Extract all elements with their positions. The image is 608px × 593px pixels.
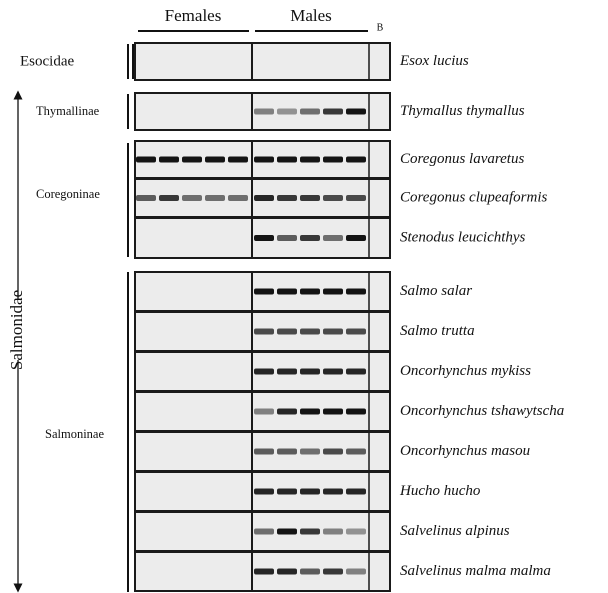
band <box>205 195 225 201</box>
band <box>323 409 343 415</box>
group-label: Salmoninae <box>45 427 104 441</box>
band <box>300 195 320 201</box>
band <box>277 195 297 201</box>
band <box>323 109 343 115</box>
group-label: Esocidae <box>20 53 74 69</box>
band <box>300 409 320 415</box>
band <box>300 449 320 455</box>
band <box>254 109 274 115</box>
species-label: Thymallus thymallus <box>400 103 525 119</box>
band <box>300 329 320 335</box>
species-label: Salmo salar <box>400 283 472 299</box>
band <box>277 157 297 163</box>
band <box>323 529 343 535</box>
band <box>346 109 366 115</box>
band <box>277 329 297 335</box>
band <box>277 289 297 295</box>
males-header: Males <box>290 6 332 25</box>
band <box>254 369 274 375</box>
band <box>277 369 297 375</box>
band <box>277 449 297 455</box>
band <box>300 157 320 163</box>
band <box>346 289 366 295</box>
band <box>254 489 274 495</box>
band <box>228 157 248 163</box>
band <box>277 489 297 495</box>
females-header: Females <box>165 6 222 25</box>
band <box>323 369 343 375</box>
band <box>254 529 274 535</box>
band <box>159 157 179 163</box>
band <box>277 569 297 575</box>
band <box>346 235 366 241</box>
band <box>205 157 225 163</box>
species-label: Coregonus lavaretus <box>400 151 524 167</box>
band <box>277 235 297 241</box>
band <box>182 157 202 163</box>
band <box>277 109 297 115</box>
band <box>323 235 343 241</box>
species-label: Coregonus clupeaformis <box>400 189 548 205</box>
band <box>323 329 343 335</box>
band <box>254 195 274 201</box>
band <box>300 289 320 295</box>
band <box>182 195 202 201</box>
species-label: Salvelinus malma malma <box>400 563 551 579</box>
band <box>254 329 274 335</box>
species-label: Oncorhynchus mykiss <box>400 363 531 379</box>
band <box>136 157 156 163</box>
band <box>300 569 320 575</box>
species-label: Salvelinus alpinus <box>400 523 510 539</box>
species-label: Oncorhynchus tshawytscha <box>400 403 564 419</box>
band <box>228 195 248 201</box>
band <box>323 289 343 295</box>
band <box>254 449 274 455</box>
band <box>323 449 343 455</box>
gel-panels: Esox lucius Thymallus thymallus Coregonus … <box>135 43 564 591</box>
band <box>346 409 366 415</box>
group-label: Thymallinae <box>36 104 100 118</box>
band <box>300 529 320 535</box>
species-label: Hucho hucho <box>399 483 481 499</box>
species-label: Oncorhynchus masou <box>400 443 530 459</box>
band <box>300 489 320 495</box>
band <box>254 569 274 575</box>
band <box>346 369 366 375</box>
band <box>277 409 297 415</box>
band <box>300 235 320 241</box>
blank-header: B <box>377 22 384 33</box>
brackets <box>128 44 133 592</box>
band <box>346 449 366 455</box>
band <box>346 489 366 495</box>
band <box>254 409 274 415</box>
band <box>300 369 320 375</box>
band <box>346 569 366 575</box>
group-label: Coregoninae <box>36 187 100 201</box>
band <box>323 569 343 575</box>
band <box>346 329 366 335</box>
band <box>323 195 343 201</box>
gel-panel <box>135 43 390 80</box>
family-label: Salmonidae <box>7 290 26 370</box>
species-label: Salmo trutta <box>400 323 475 339</box>
band <box>323 157 343 163</box>
figure: Females Males B Salmonidae Esocidae Thym… <box>0 0 608 593</box>
band <box>254 289 274 295</box>
band <box>254 235 274 241</box>
band <box>277 529 297 535</box>
band <box>136 195 156 201</box>
species-label: Esox lucius <box>399 53 469 69</box>
species-label: Stenodus leucichthys <box>400 229 526 245</box>
band <box>159 195 179 201</box>
band <box>346 195 366 201</box>
band <box>323 489 343 495</box>
band <box>346 157 366 163</box>
band <box>346 529 366 535</box>
band <box>254 157 274 163</box>
band <box>300 109 320 115</box>
